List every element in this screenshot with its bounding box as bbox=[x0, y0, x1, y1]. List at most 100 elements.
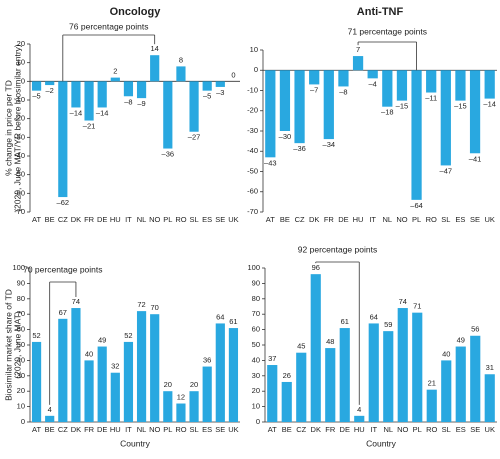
bar bbox=[441, 360, 452, 422]
value-label: –11 bbox=[425, 94, 437, 103]
x-tick-label: DK bbox=[311, 425, 321, 434]
bar bbox=[189, 81, 199, 132]
x-tick-label: PL bbox=[163, 425, 172, 434]
x-tick-label: NL bbox=[383, 425, 393, 434]
x-tick-label: NO bbox=[396, 215, 407, 224]
y-tick-label: 10 bbox=[250, 45, 258, 54]
x-tick-label: PL bbox=[413, 425, 422, 434]
y-tick-label: 0 bbox=[254, 65, 258, 74]
value-label: 36 bbox=[203, 356, 211, 365]
y-tick-label: 40 bbox=[252, 355, 260, 364]
value-label: 45 bbox=[297, 342, 305, 351]
bar bbox=[202, 366, 212, 422]
value-label: 40 bbox=[442, 349, 450, 358]
y-tick-label: 40 bbox=[17, 355, 25, 364]
x-tick-label: SE bbox=[470, 425, 480, 434]
value-label: –5 bbox=[203, 92, 211, 101]
bar bbox=[58, 81, 68, 198]
x-tick-label: BE bbox=[282, 425, 292, 434]
bar bbox=[215, 81, 225, 87]
y-tick-label: 30 bbox=[252, 371, 260, 380]
x-tick-label: BE bbox=[45, 215, 55, 224]
annotation: 70 percentage points bbox=[23, 264, 102, 274]
value-label: 67 bbox=[59, 308, 67, 317]
bar bbox=[97, 346, 107, 422]
y-tick-label: 0 bbox=[21, 76, 25, 85]
bar bbox=[279, 70, 291, 131]
value-label: 4 bbox=[48, 405, 52, 414]
bar bbox=[339, 328, 350, 422]
x-tick-label: SL bbox=[442, 425, 451, 434]
y-tick-label: 60 bbox=[17, 325, 25, 334]
x-tick-label: AT bbox=[32, 215, 41, 224]
y-tick-label: -30 bbox=[14, 132, 25, 141]
bar bbox=[397, 308, 408, 422]
x-tick-label: CZ bbox=[295, 215, 305, 224]
value-label: –14 bbox=[70, 108, 83, 117]
value-label: 20 bbox=[190, 380, 198, 389]
bar bbox=[368, 323, 379, 422]
bar bbox=[426, 389, 437, 422]
annotation: 92 percentage points bbox=[298, 244, 377, 254]
x-tick-label: RO bbox=[175, 215, 186, 224]
y-tick-label: 50 bbox=[252, 340, 260, 349]
bar bbox=[470, 335, 481, 422]
bar bbox=[163, 391, 173, 422]
value-label: 48 bbox=[326, 337, 334, 346]
y-tick-label: -40 bbox=[247, 146, 258, 155]
value-label: 64 bbox=[216, 312, 224, 321]
x-tick-label: NL bbox=[383, 215, 393, 224]
bar bbox=[163, 81, 173, 149]
bar bbox=[215, 323, 225, 422]
bar bbox=[325, 348, 336, 422]
x-tick-label: RO bbox=[426, 215, 437, 224]
panel: Biosimilar market share of TD (2020, June… bbox=[3, 263, 240, 448]
value-label: –2 bbox=[46, 86, 54, 95]
value-label: 49 bbox=[98, 336, 106, 345]
x-tick-label: HU bbox=[353, 215, 364, 224]
bar bbox=[484, 374, 495, 422]
y-tick-label: 30 bbox=[17, 371, 25, 380]
value-label: 8 bbox=[179, 55, 183, 64]
panel-title: Anti-TNF bbox=[357, 6, 404, 18]
value-label: 49 bbox=[457, 336, 465, 345]
x-tick-label: DE bbox=[97, 425, 107, 434]
bar bbox=[84, 81, 94, 121]
annotation: 76 percentage points bbox=[69, 21, 148, 31]
value-label: 56 bbox=[471, 325, 479, 334]
bar bbox=[136, 311, 147, 422]
x-tick-label: BE bbox=[45, 425, 55, 434]
x-tick-label: AT bbox=[266, 215, 275, 224]
y-tick-label: -50 bbox=[247, 166, 258, 175]
bar bbox=[58, 318, 68, 422]
panel: Anti-TNF -70 -60 -50 -40 -30 -20 -10 0 10 –43 AT –30… bbox=[247, 6, 497, 224]
bar bbox=[426, 70, 437, 93]
value-label: 61 bbox=[341, 317, 349, 326]
y-axis-label: (2020, June MAT/YR before biosimilar ent… bbox=[12, 44, 22, 212]
bar bbox=[71, 81, 81, 108]
bar bbox=[412, 312, 423, 422]
bar bbox=[71, 308, 81, 422]
value-label: –36 bbox=[293, 144, 306, 153]
bar bbox=[455, 70, 466, 101]
bar bbox=[136, 81, 147, 99]
value-label: –41 bbox=[469, 154, 482, 163]
x-tick-label: FR bbox=[325, 425, 336, 434]
value-label: 31 bbox=[486, 363, 494, 372]
value-label: 61 bbox=[229, 317, 237, 326]
x-tick-label: DK bbox=[309, 215, 319, 224]
x-tick-label: DE bbox=[340, 425, 350, 434]
x-tick-label: NO bbox=[149, 425, 160, 434]
value-label: 7 bbox=[356, 45, 360, 54]
x-tick-label: ES bbox=[455, 215, 465, 224]
value-label: 72 bbox=[137, 300, 145, 309]
x-tick-label: UK bbox=[485, 425, 495, 434]
bar bbox=[281, 381, 292, 422]
y-axis-label: % change in price per TD bbox=[3, 80, 13, 176]
value-label: 12 bbox=[177, 393, 185, 402]
value-label: –5 bbox=[32, 92, 40, 101]
bar bbox=[150, 55, 160, 82]
bar bbox=[296, 352, 307, 422]
x-tick-label: IT bbox=[369, 215, 376, 224]
value-label: –30 bbox=[279, 132, 292, 141]
